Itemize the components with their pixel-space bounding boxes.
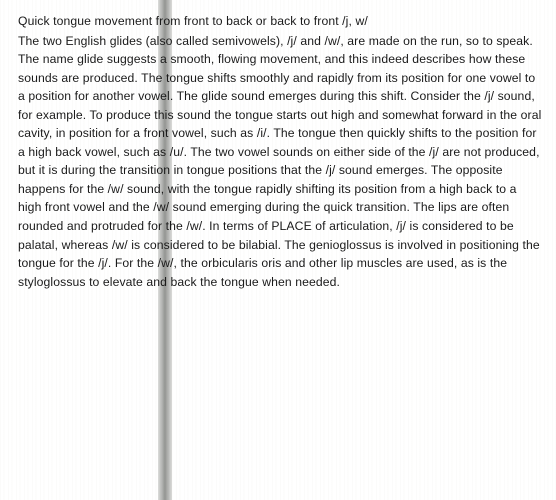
section-heading: Quick tongue movement from front to back… (18, 12, 542, 31)
body-paragraph: The two English glides (also called semi… (18, 32, 542, 292)
document-content: Quick tongue movement from front to back… (18, 12, 542, 291)
